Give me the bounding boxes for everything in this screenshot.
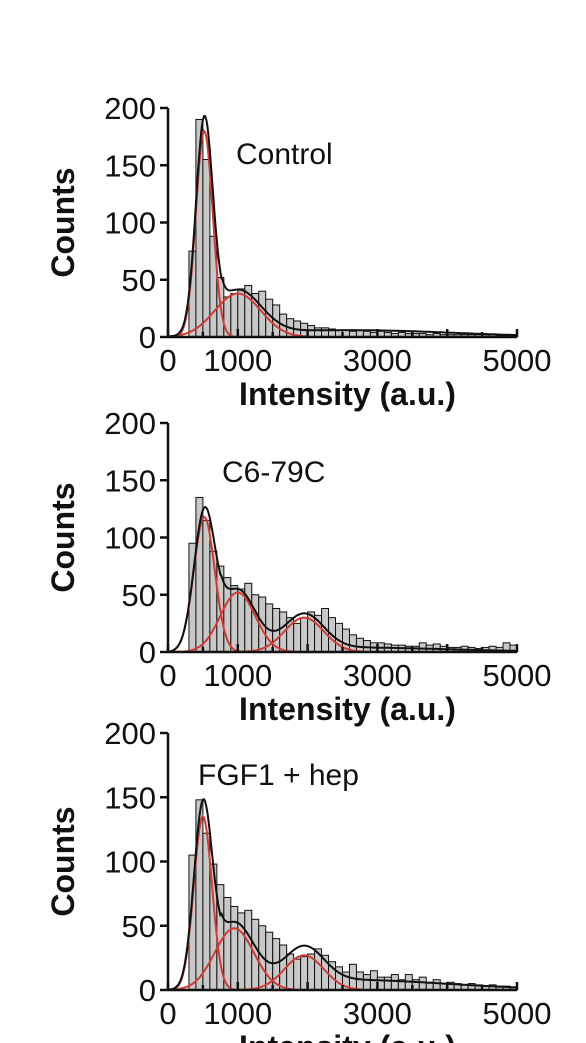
gaussian-component-2 [168, 927, 297, 991]
y-tick-label: 200 [104, 91, 156, 126]
histogram-panel-1: 0 50 100 150 200 0 1000 3000 5000 Intensity (a.u.… [45, 91, 551, 412]
x-tick-label: 3000 [343, 658, 412, 693]
y-tick-label: 100 [104, 845, 156, 880]
y-tick-label: 100 [104, 206, 156, 241]
x-axis-title: Intensity (a.u.) [239, 1029, 456, 1043]
x-tick-label: 5000 [483, 343, 552, 378]
panel-label: Control [236, 138, 333, 171]
histogram-bars [188, 799, 518, 991]
cumulative-fit-line [167, 505, 518, 653]
histogram-bar [314, 327, 323, 338]
histogram-bar [286, 953, 295, 991]
x-tick-label: 3000 [343, 996, 412, 1031]
histogram-bar [321, 327, 330, 338]
histogram-bar [251, 594, 260, 653]
y-tick-label: 50 [122, 909, 156, 944]
panel-label: C6-79C [222, 456, 325, 489]
y-tick-label: 150 [104, 463, 156, 498]
histogram-panel-3: 0 50 100 150 200 0 1000 3000 5000 Intensity (a.u.… [45, 716, 551, 1043]
y-tick-label: 150 [104, 148, 156, 183]
histogram-bar [293, 958, 302, 991]
x-tick-label: 0 [159, 996, 176, 1031]
x-tick-label: 0 [159, 658, 176, 693]
y-axis-title: Counts [45, 167, 81, 277]
x-tick-label: 3000 [343, 343, 412, 378]
x-tick-label: 5000 [483, 996, 552, 1031]
histogram-bar [362, 974, 371, 991]
x-tick-label: 5000 [483, 658, 552, 693]
histogram-bar [418, 976, 427, 991]
histogram-bar [432, 979, 441, 991]
histogram-bar [355, 971, 364, 991]
x-tick-label: 1000 [203, 658, 272, 693]
histogram-bar [237, 588, 246, 653]
histogram-bar [390, 974, 399, 991]
x-axis-title: Intensity (a.u.) [239, 691, 456, 727]
histogram-bar [230, 905, 239, 991]
histogram-bars [188, 496, 518, 653]
histogram-bar [244, 909, 253, 991]
panel-label: FGF1 + hep [198, 759, 359, 792]
x-axis-title: Intensity (a.u.) [239, 376, 456, 412]
y-tick-label: 150 [104, 780, 156, 815]
y-tick-label: 100 [104, 521, 156, 556]
histogram-bar [202, 519, 211, 653]
histogram-bar [418, 642, 427, 653]
cumulative-fit-line [168, 115, 517, 338]
y-tick-label: 0 [139, 320, 156, 355]
histogram-panel-2: 0 50 100 150 200 0 1000 3000 5000 Intensity (a.u.… [45, 406, 551, 727]
y-tick-label: 0 [139, 635, 156, 670]
y-tick-label: 200 [104, 716, 156, 751]
histogram-bar [202, 159, 211, 338]
gaussian-component-2 [167, 292, 309, 338]
histogram-bar [355, 637, 364, 653]
y-tick-label: 0 [139, 973, 156, 1008]
y-axis-title: Counts [45, 806, 81, 916]
y-tick-label: 50 [122, 578, 156, 613]
histogram-bar [383, 976, 392, 991]
cumulative-fit-line [167, 798, 517, 991]
y-tick-label: 50 [122, 263, 156, 298]
x-tick-label: 1000 [203, 996, 272, 1031]
x-tick-label: 1000 [203, 343, 272, 378]
y-tick-label: 200 [104, 406, 156, 441]
histogram-bar [223, 896, 232, 991]
x-tick-label: 0 [159, 343, 176, 378]
histogram-bar [293, 622, 302, 653]
y-axis-title: Counts [45, 482, 81, 592]
